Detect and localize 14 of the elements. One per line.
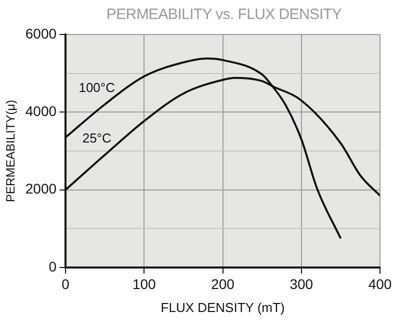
x-tick-label: 300 [290,276,314,292]
y-tick-label: 6000 [25,25,57,42]
series-label: 25°C [82,130,112,146]
y-tick-label: 4000 [25,102,57,119]
x-tick-label: 200 [211,276,235,292]
x-tick-label: 400 [368,276,392,292]
y-tick-label: 0 [48,258,57,274]
series-label: 100°C [78,80,115,95]
x-axis-title: FLUX DENSITY (mT) [160,300,285,315]
x-tick-label: 100 [132,276,156,292]
y-tick-label: 2000 [25,180,57,197]
y-axis-title: PERMEABILITY(μ) [4,100,18,202]
x-tick-label: 0 [62,276,70,292]
chart-title: PERMEABILITY vs. FLUX DENSITY [105,6,343,23]
